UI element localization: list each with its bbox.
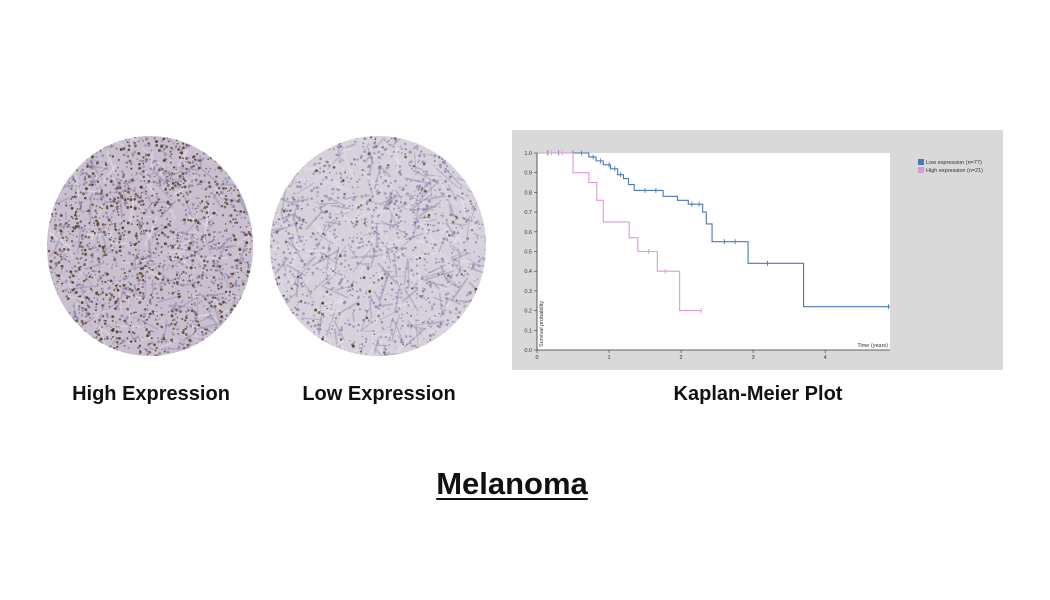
y-tick-label: 0.3 — [524, 289, 532, 295]
caption-high-expression: High Expression — [72, 383, 230, 405]
legend-label: Low expression (n=77) — [926, 160, 982, 166]
tissue-image-high-expression — [47, 136, 253, 356]
tissue-image-low-expression — [270, 136, 486, 356]
legend-swatch — [918, 167, 924, 173]
x-tick-label: 4 — [824, 355, 827, 361]
kaplan-meier-chart: 0.0 0.1 0.2 0.3 0.4 0.5 0.6 0.7 0.8 0.9 1.0 0 1 2 3 4 Ti… — [524, 150, 983, 361]
km-series-line-high — [537, 152, 702, 312]
x-tick-label: 2 — [680, 355, 683, 361]
y-axis-label: Survival probability — [539, 301, 545, 347]
y-tick-label: 0.0 — [524, 348, 532, 354]
page-title: Melanoma — [436, 466, 588, 501]
y-tick-label: 0.2 — [524, 309, 532, 315]
x-tick-label: 0 — [535, 355, 538, 361]
caption-kaplan-meier: Kaplan-Meier Plot — [673, 383, 843, 405]
y-tick-label: 0.6 — [524, 230, 532, 236]
plot-area — [537, 153, 890, 350]
legend-label: High expression (n=21) — [926, 168, 983, 174]
y-tick-label: 0.4 — [524, 269, 532, 275]
legend-swatch — [918, 159, 924, 165]
x-axis-label: Time (years) — [857, 343, 888, 349]
y-tick-label: 0.8 — [524, 190, 532, 196]
y-tick-label: 0.1 — [524, 328, 532, 334]
x-tick-label: 3 — [752, 355, 755, 361]
y-tick-label: 0.5 — [524, 250, 532, 256]
x-tick-label: 1 — [608, 355, 611, 361]
y-tick-label: 0.9 — [524, 171, 532, 177]
kaplan-meier-panel: 0.0 0.1 0.2 0.3 0.4 0.5 0.6 0.7 0.8 0.9 1.0 0 1 2 3 4 Ti… — [512, 130, 1003, 370]
km-series-line-low — [537, 152, 890, 308]
caption-low-expression: Low Expression — [302, 383, 456, 405]
y-tick-label: 0.7 — [524, 210, 532, 216]
y-tick-label: 1.0 — [524, 151, 532, 157]
